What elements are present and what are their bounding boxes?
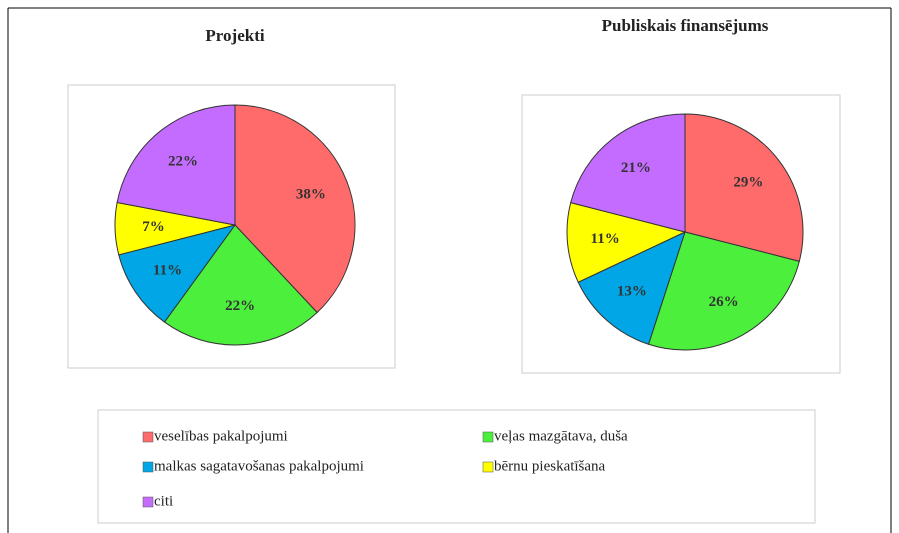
pie-slice	[577, 231, 686, 345]
data-label: 22%	[168, 154, 198, 170]
pie-slice	[684, 113, 804, 262]
legend-label: bērnu pieskatīšana	[494, 458, 606, 474]
pie-slice	[234, 104, 356, 314]
data-label: 11%	[591, 231, 620, 247]
data-label: 21%	[621, 160, 651, 176]
pie-slice	[116, 104, 236, 226]
legend-marker	[482, 461, 494, 473]
pie-slice	[647, 231, 800, 351]
data-label: 29%	[733, 174, 763, 190]
data-label: 26%	[709, 294, 739, 310]
legend-label: veselības pakalpojumi	[154, 428, 288, 444]
pie-slice	[566, 202, 687, 283]
legend-label: malkas sagatavošanas pakalpojumi	[154, 458, 364, 474]
pie-slice	[163, 224, 318, 346]
data-label: 11%	[153, 262, 182, 278]
data-label: 7%	[142, 219, 165, 235]
legend-marker	[482, 431, 494, 443]
data-label: 13%	[617, 284, 647, 300]
data-label: 22%	[225, 298, 255, 314]
legend-marker	[142, 496, 154, 508]
data-label: 38%	[296, 186, 326, 202]
chart-title: Projekti	[205, 26, 264, 45]
legend-marker	[142, 431, 154, 443]
legend-label: veļas mazgātava, duša	[494, 428, 628, 444]
pie-slice	[570, 113, 686, 233]
legend-label: citi	[154, 493, 173, 509]
pie-slice	[118, 224, 237, 323]
chart-title: Publiskais finansējums	[602, 16, 769, 35]
legend	[97, 409, 816, 524]
legend-marker	[142, 461, 154, 473]
